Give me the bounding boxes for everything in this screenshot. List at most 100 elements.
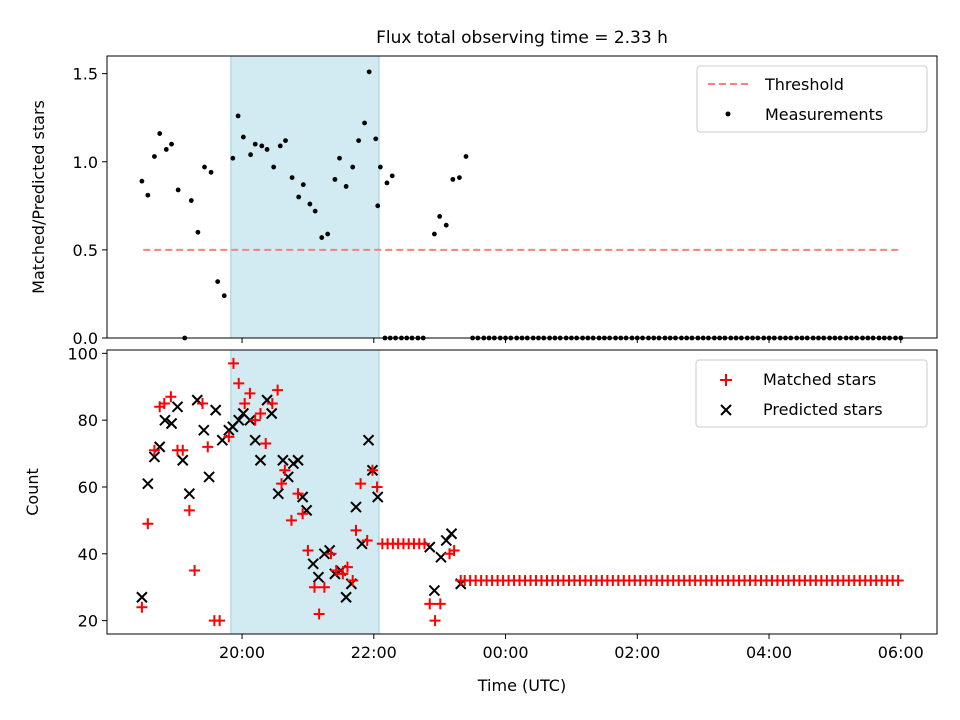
matched-stars-point bbox=[366, 464, 378, 476]
measurement-point bbox=[343, 184, 349, 189]
legend-measurements-label: Measurements bbox=[765, 105, 883, 124]
matched-stars-series bbox=[136, 357, 904, 627]
predicted-stars-point bbox=[203, 471, 215, 483]
matched-stars-point bbox=[350, 524, 362, 536]
ratio-legend-box bbox=[696, 65, 928, 133]
predicted-stars-point bbox=[254, 454, 267, 466]
legend-measurements-swatch bbox=[725, 111, 731, 117]
matched-stars-point bbox=[244, 387, 256, 399]
measurement-point bbox=[437, 213, 443, 219]
matched-stars-point bbox=[266, 397, 278, 409]
measurement-point bbox=[277, 143, 283, 149]
measurement-point bbox=[443, 222, 449, 228]
matched-stars-point bbox=[197, 397, 209, 409]
measurement-point bbox=[264, 147, 270, 152]
measurement-point bbox=[319, 235, 325, 240]
count-legend-box bbox=[695, 359, 928, 428]
measurement-point bbox=[175, 187, 181, 193]
matched-stars-point bbox=[330, 565, 342, 577]
measurement-point bbox=[463, 154, 469, 159]
matched-stars-point bbox=[285, 514, 297, 526]
measurement-point bbox=[259, 143, 265, 149]
predicted-stars-point bbox=[428, 584, 441, 597]
matched-stars-point bbox=[341, 561, 353, 573]
matched-stars-point bbox=[347, 575, 359, 587]
matched-stars-point bbox=[419, 538, 431, 550]
measurement-point bbox=[240, 134, 246, 140]
measurement-point bbox=[296, 194, 302, 200]
predicted-stars-point bbox=[233, 414, 245, 426]
measurement-point bbox=[139, 178, 145, 184]
matched-stars-point bbox=[337, 568, 349, 580]
matched-stars-point bbox=[434, 598, 446, 610]
predicted-stars-point bbox=[307, 558, 319, 570]
predicted-stars-point bbox=[292, 454, 304, 466]
count-y-tick-label: 40 bbox=[78, 545, 98, 564]
predicted-stars-series bbox=[136, 394, 467, 603]
measurement-point bbox=[362, 120, 367, 126]
matched-stars-point bbox=[302, 544, 314, 556]
matched-stars-point bbox=[227, 357, 239, 369]
matched-stars-point bbox=[371, 481, 383, 493]
matched-stars-point bbox=[355, 478, 367, 490]
measurement-point bbox=[377, 164, 383, 170]
ratio-y-tick-label: 1.5 bbox=[73, 65, 98, 84]
predicted-stars-point bbox=[350, 501, 362, 513]
matched-stars-point bbox=[309, 581, 320, 593]
count-y-tick-label: 60 bbox=[78, 478, 98, 497]
matched-stars-point bbox=[148, 444, 160, 456]
matched-stars-point bbox=[249, 414, 261, 426]
matched-stars-point bbox=[165, 391, 177, 403]
ratio-plot-panel: 0.0 0.5 1.0 1.5 Matched/Predicted stars Thr… bbox=[29, 55, 938, 348]
measurement-point bbox=[457, 175, 462, 181]
predicted-stars-point bbox=[249, 434, 261, 446]
predicted-stars-point bbox=[183, 487, 196, 500]
matched-stars-point bbox=[313, 608, 325, 620]
matched-stars-point bbox=[183, 504, 195, 516]
matched-stars-point bbox=[272, 384, 284, 396]
measurement-point bbox=[450, 176, 456, 182]
measurement-point bbox=[312, 208, 318, 214]
matched-stars-point bbox=[202, 441, 214, 453]
measurement-point bbox=[384, 180, 390, 186]
predicted-stars-point bbox=[265, 407, 278, 420]
measurement-point bbox=[332, 176, 338, 182]
measurement-point bbox=[248, 152, 254, 158]
matched-stars-point bbox=[136, 601, 148, 613]
predicted-stars-point bbox=[340, 591, 352, 603]
predicted-stars-point bbox=[171, 401, 184, 413]
measurement-point bbox=[230, 155, 236, 161]
measurement-point bbox=[289, 175, 295, 181]
count-y-tick-label: 100 bbox=[67, 344, 98, 363]
measurement-point bbox=[221, 293, 227, 299]
count-legend: Matched stars Predicted stars bbox=[695, 359, 928, 428]
matched-stars-point bbox=[158, 397, 170, 409]
matched-stars-point bbox=[239, 397, 251, 409]
measurement-point bbox=[366, 69, 372, 75]
predicted-stars-point bbox=[362, 434, 375, 446]
figure-title: Flux total observing time = 2.33 h bbox=[376, 28, 668, 48]
matched-stars-point bbox=[260, 438, 272, 450]
predicted-stars-point bbox=[159, 414, 171, 426]
matched-stars-point bbox=[233, 377, 245, 389]
predicted-stars-point bbox=[318, 548, 331, 560]
measurement-point bbox=[283, 138, 288, 144]
measurement-point bbox=[195, 229, 201, 235]
count-y-axis-label: Count bbox=[23, 468, 42, 516]
matched-stars-point bbox=[318, 581, 330, 593]
legend-predicted-label: Predicted stars bbox=[763, 400, 883, 419]
matched-stars-point bbox=[892, 575, 904, 587]
count-y-ticks: 20 40 60 80 100 bbox=[67, 344, 107, 631]
measurement-point bbox=[145, 192, 151, 198]
ratio-plot-frame bbox=[106, 55, 938, 339]
ratio-y-tick-label: 0.5 bbox=[73, 241, 98, 260]
matched-stars-point bbox=[325, 548, 337, 560]
measurement-point bbox=[337, 155, 342, 161]
matched-stars-point bbox=[142, 518, 154, 530]
predicted-stars-point bbox=[177, 454, 189, 466]
x-tick-label: 20:00 bbox=[219, 643, 265, 662]
predicted-stars-point bbox=[209, 404, 222, 416]
matched-stars-point bbox=[279, 464, 291, 476]
ratio-x-ticks bbox=[241, 338, 902, 343]
